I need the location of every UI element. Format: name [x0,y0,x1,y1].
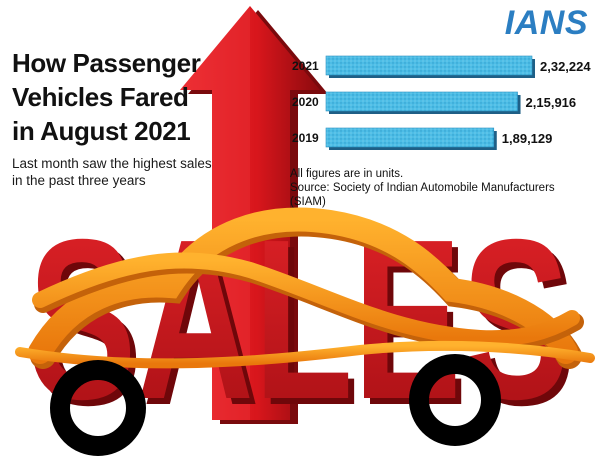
bar [325,127,495,148]
value-label: 1,89,129 [502,131,553,146]
bar [325,91,518,112]
wheel-icon [50,360,146,456]
bar-chart: 2021 2,32,224 2020 2,15,916 2019 1,89,129 [292,55,591,150]
units-note: All figures are in units. [290,168,404,180]
wheel-icon [409,354,501,446]
category-label: 2020 [292,95,319,109]
car-outline-icon [15,207,595,369]
value-label: 2,32,224 [540,59,591,74]
bar [325,55,533,76]
category-label: 2019 [292,131,319,145]
subtitle: Last month saw the highest sales in the … [12,156,212,188]
source-note: Source: Society of Indian Automobile Man… [290,182,555,208]
category-label: 2021 [292,59,319,73]
page-title: How Passenger Vehicles Fared in August 2… [12,48,201,146]
chart-footnote: All figures are in units. Source: Societ… [290,167,570,209]
ians-logo: IANS [504,4,588,42]
value-label: 2,15,916 [526,95,577,110]
